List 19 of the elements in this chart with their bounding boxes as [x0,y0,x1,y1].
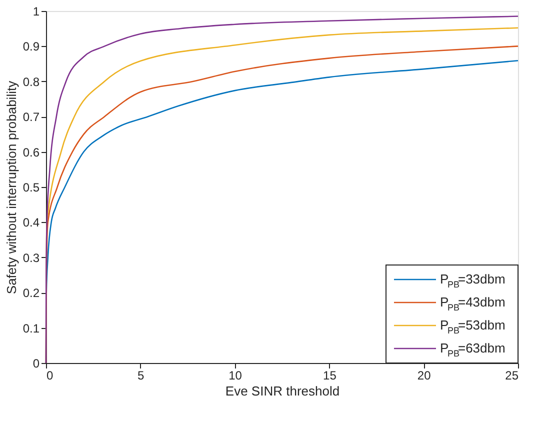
y-tick-label: 0.3 [22,250,40,265]
y-tick-label: 1 [32,4,40,18]
x-tick-label: 20 [417,368,432,382]
y-tick-label: 0.7 [22,110,40,124]
x-tick-label: 5 [138,368,145,382]
y-tick-label: 0.8 [22,74,40,89]
y-tick-label: 0.2 [22,286,40,300]
y-axis-title: Safety without interruption probability [4,80,19,294]
x-tick-label: 0 [46,368,54,382]
x-tick-label: 10 [228,368,242,382]
x-tick-label: 25 [505,368,519,382]
y-tick-label: 0.1 [22,321,40,336]
y-tick-label: 0.6 [22,145,40,160]
y-tick-label: 0.9 [22,40,40,54]
y-tick-label: 0.5 [22,180,40,194]
x-tick-label: 15 [323,368,337,382]
y-tick-label: 0.4 [22,216,40,230]
y-tick-label: 0 [32,356,40,370]
x-axis-title: Eve SINR threshold [225,384,340,398]
